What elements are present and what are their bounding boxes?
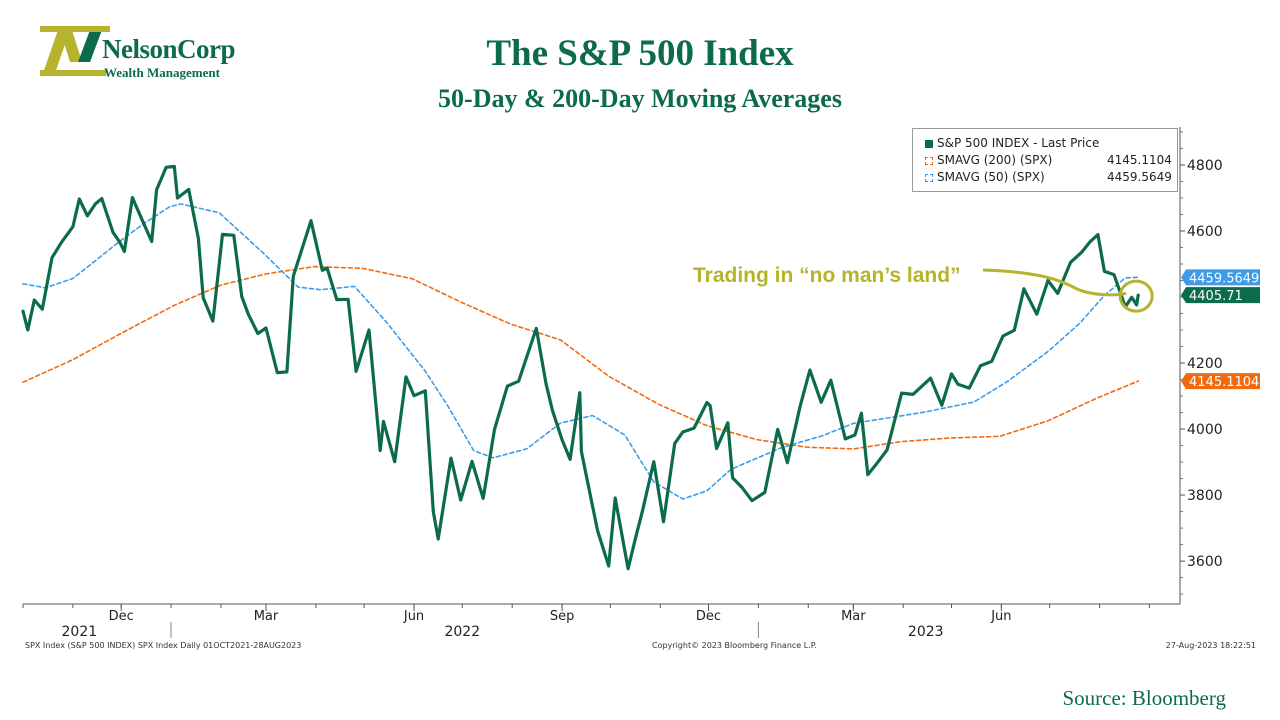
footer-series-info: SPX Index (S&P 500 INDEX) SPX Index Dail… — [25, 641, 302, 650]
x-tick-label: Mar — [841, 609, 866, 624]
brand-name: NelsonCorp — [102, 34, 236, 64]
y-tick-label: 4600 — [1187, 224, 1223, 240]
y-tick-label: 3600 — [1187, 554, 1223, 570]
last-value-badge — [1181, 373, 1260, 390]
series-line-smavg-200 — [22, 265, 1139, 450]
source-note: Source: Bloomberg — [1062, 686, 1226, 710]
footer-copyright: Copyright© 2023 Bloomberg Finance L.P. — [652, 641, 817, 650]
last-value-badge — [1181, 269, 1260, 286]
chart-title: The S&P 500 Index — [486, 33, 794, 74]
y-tick-label: 4200 — [1187, 356, 1223, 372]
x-tick-label: Dec — [109, 609, 134, 624]
x-tick-label: Dec — [696, 609, 721, 624]
y-tick-label: 3800 — [1187, 488, 1223, 504]
x-tick-label: Mar — [254, 609, 279, 624]
legend-label: SMAVG (200) (SPX) — [937, 153, 1053, 167]
last-value-text: 4145.1104 — [1189, 375, 1259, 390]
x-year-label: 2022 — [444, 624, 480, 640]
chart-legend: S&P 500 INDEX - Last Price SMAVG (200) (… — [912, 128, 1178, 192]
last-value-badge — [1181, 287, 1260, 304]
last-value-text: 4459.5649 — [1189, 271, 1259, 286]
nelsoncorp-logo: NelsonCorp Wealth Management — [40, 26, 250, 82]
legend-value: 4459.5649 — [1107, 170, 1172, 184]
legend-label: S&P 500 INDEX - Last Price — [937, 136, 1100, 150]
last-value-labels: 4459.5649 4405.71 4145.1104 — [1181, 269, 1260, 390]
legend-value: 4145.1104 — [1107, 153, 1172, 167]
annotation: Trading in “no man’s land” — [693, 264, 1154, 313]
x-year-label: 2023 — [908, 624, 944, 640]
series-line-smavg-50 — [22, 203, 1139, 500]
y-tick-label: 4000 — [1187, 422, 1223, 438]
chart-series — [21, 164, 1140, 571]
annotation-circle — [1118, 279, 1154, 313]
legend-label: SMAVG (50) (SPX) — [937, 170, 1045, 184]
x-tick-label: Jun — [990, 609, 1011, 624]
y-tick-label: 4800 — [1187, 158, 1223, 174]
annotation-connector — [982, 268, 1127, 297]
annotation-text: Trading in “no man’s land” — [693, 264, 961, 287]
legend-swatch-icon — [925, 140, 933, 148]
x-year-label: 2021 — [62, 624, 98, 640]
brand-tagline: Wealth Management — [104, 65, 220, 80]
series-line-spx — [21, 164, 1140, 571]
y-axis: 3600380040004200440046004800 — [1179, 127, 1223, 604]
footer-timestamp: 27-Aug-2023 18:22:51 — [1165, 641, 1256, 650]
legend-swatch-icon — [925, 157, 933, 165]
chart-subtitle: 50-Day & 200-Day Moving Averages — [438, 84, 842, 113]
legend-swatch-icon — [925, 174, 933, 182]
x-axis: Dec Mar Jun Sep Dec Mar Jun 2021 2022 2023 — [22, 603, 1180, 640]
logo-n-mark-icon — [40, 26, 110, 76]
x-tick-label: Sep — [550, 609, 575, 624]
last-value-text: 4405.71 — [1189, 289, 1243, 304]
x-tick-label: Jun — [403, 609, 424, 624]
